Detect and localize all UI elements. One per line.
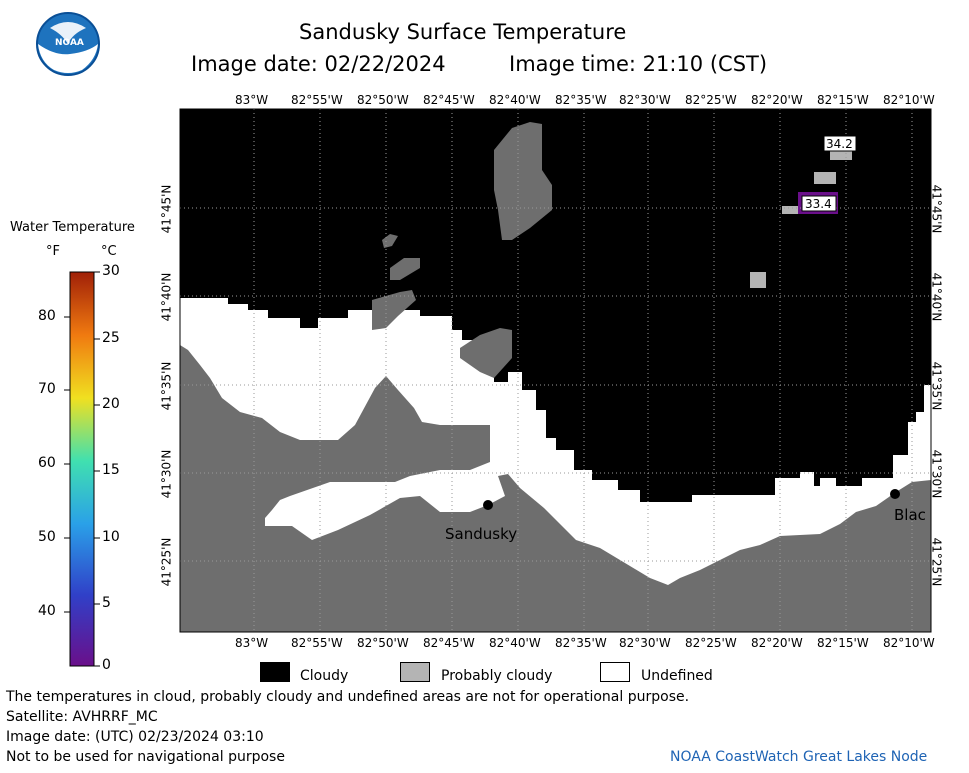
legend-label-undefined: Undefined (641, 668, 713, 684)
scale-c-tick: 25 (102, 330, 120, 346)
lat-label: 41°25'N (159, 537, 174, 587)
value-box (823, 135, 857, 152)
legend-label-cloudy: Cloudy (300, 668, 349, 684)
lon-label: 82°20'W (751, 636, 803, 650)
lon-label: 82°50'W (357, 636, 409, 650)
map-region (180, 109, 931, 632)
lat-label: 41°40'N (159, 272, 174, 322)
lon-label: 82°30'W (619, 636, 671, 650)
image-date: Image date: 02/22/2024 (191, 52, 446, 76)
scale-c-tick: 5 (102, 595, 111, 611)
scale-c-tick: 0 (102, 657, 111, 673)
lon-label: 82°15'W (817, 636, 869, 650)
lon-label: 82°55'W (291, 636, 343, 650)
lon-label: 82°10'W (883, 636, 935, 650)
lat-label: 41°40'N (929, 272, 944, 322)
lon-label: 82°30'W (619, 93, 671, 107)
island-pelee-area (460, 328, 512, 378)
probably-cloudy-patch (750, 272, 766, 288)
lat-label: 41°30'N (159, 449, 174, 499)
scale-f-tick: 80 (38, 308, 56, 324)
legend-label-probably-cloudy: Probably cloudy (441, 668, 553, 684)
scale-c-tick: 30 (102, 263, 120, 279)
nav-warning-text: Not to be used for navigational purpose (6, 749, 285, 765)
lon-label: 82°55'W (291, 93, 343, 107)
lon-label: 83°W (235, 636, 269, 650)
scale-unit-f: °F (46, 244, 60, 259)
noaa-logo-text: NOAA (55, 38, 84, 48)
lat-label: 41°45'N (929, 184, 944, 234)
scale-unit-c: °C (101, 244, 117, 259)
color-scale-bar (69, 271, 95, 667)
lat-label: 41°35'N (159, 361, 174, 411)
scale-c-tick: 20 (102, 396, 120, 412)
island-small-1 (390, 258, 420, 280)
map-border (179, 108, 932, 633)
lon-label: 82°45'W (423, 636, 475, 650)
lat-label: 41°25'N (929, 537, 944, 587)
value-box (801, 195, 837, 212)
cloud-area (180, 109, 931, 502)
map-title: Sandusky Surface Temperature (299, 20, 627, 44)
city-dot-sandusky (483, 500, 493, 510)
lon-label: 82°50'W (357, 93, 409, 107)
city-label-blac: Blac (894, 506, 926, 524)
lon-label: 82°25'W (685, 93, 737, 107)
lon-label: 82°35'W (555, 93, 607, 107)
lon-label: 82°45'W (423, 93, 475, 107)
island-kelleys (372, 290, 416, 330)
legend-swatch-undefined (600, 662, 630, 682)
scale-f-tick: 40 (38, 603, 56, 619)
scale-title: Water Temperature (10, 220, 135, 235)
satellite-text: Satellite: AVHRRF_MC (6, 709, 158, 725)
lon-label: 82°35'W (555, 636, 607, 650)
lon-label: 82°40'W (489, 636, 541, 650)
scale-ticks (64, 271, 100, 667)
land-south (180, 345, 931, 632)
scale-f-tick: 60 (38, 455, 56, 471)
lat-label: 41°45'N (159, 184, 174, 234)
image-time: Image time: 21:10 (CST) (509, 52, 768, 76)
scale-c-tick: 10 (102, 529, 120, 545)
legend-swatch-probably-cloudy (400, 662, 430, 682)
city-dot-blac (890, 489, 900, 499)
lat-label: 41°35'N (929, 361, 944, 411)
scale-f-tick: 50 (38, 529, 56, 545)
city-label-sandusky: Sandusky (445, 525, 518, 543)
scale-f-tick: 70 (38, 381, 56, 397)
island-pelee (494, 122, 552, 240)
temp-value-label: 33.4 (805, 197, 832, 211)
probably-cloudy-patch (814, 172, 836, 184)
scale-c-tick: 15 (102, 462, 120, 478)
lon-label: 82°20'W (751, 93, 803, 107)
lon-label: 82°10'W (883, 93, 935, 107)
probably-cloudy-patch (782, 206, 800, 214)
disclaimer-text: The temperatures in cloud, probably clou… (6, 689, 690, 705)
credit-link[interactable]: NOAA CoastWatch Great Lakes Node (670, 749, 928, 765)
lon-label: 82°25'W (685, 636, 737, 650)
lon-label: 82°15'W (817, 93, 869, 107)
lon-label: 83°W (235, 93, 269, 107)
noaa-logo (36, 12, 100, 76)
temp-value-label: 34.2 (826, 137, 853, 151)
lat-label: 41°30'N (929, 449, 944, 499)
utc-date-text: Image date: (UTC) 02/23/2024 03:10 (6, 729, 264, 745)
lon-label: 82°40'W (489, 93, 541, 107)
legend-swatch-cloudy (260, 662, 290, 682)
